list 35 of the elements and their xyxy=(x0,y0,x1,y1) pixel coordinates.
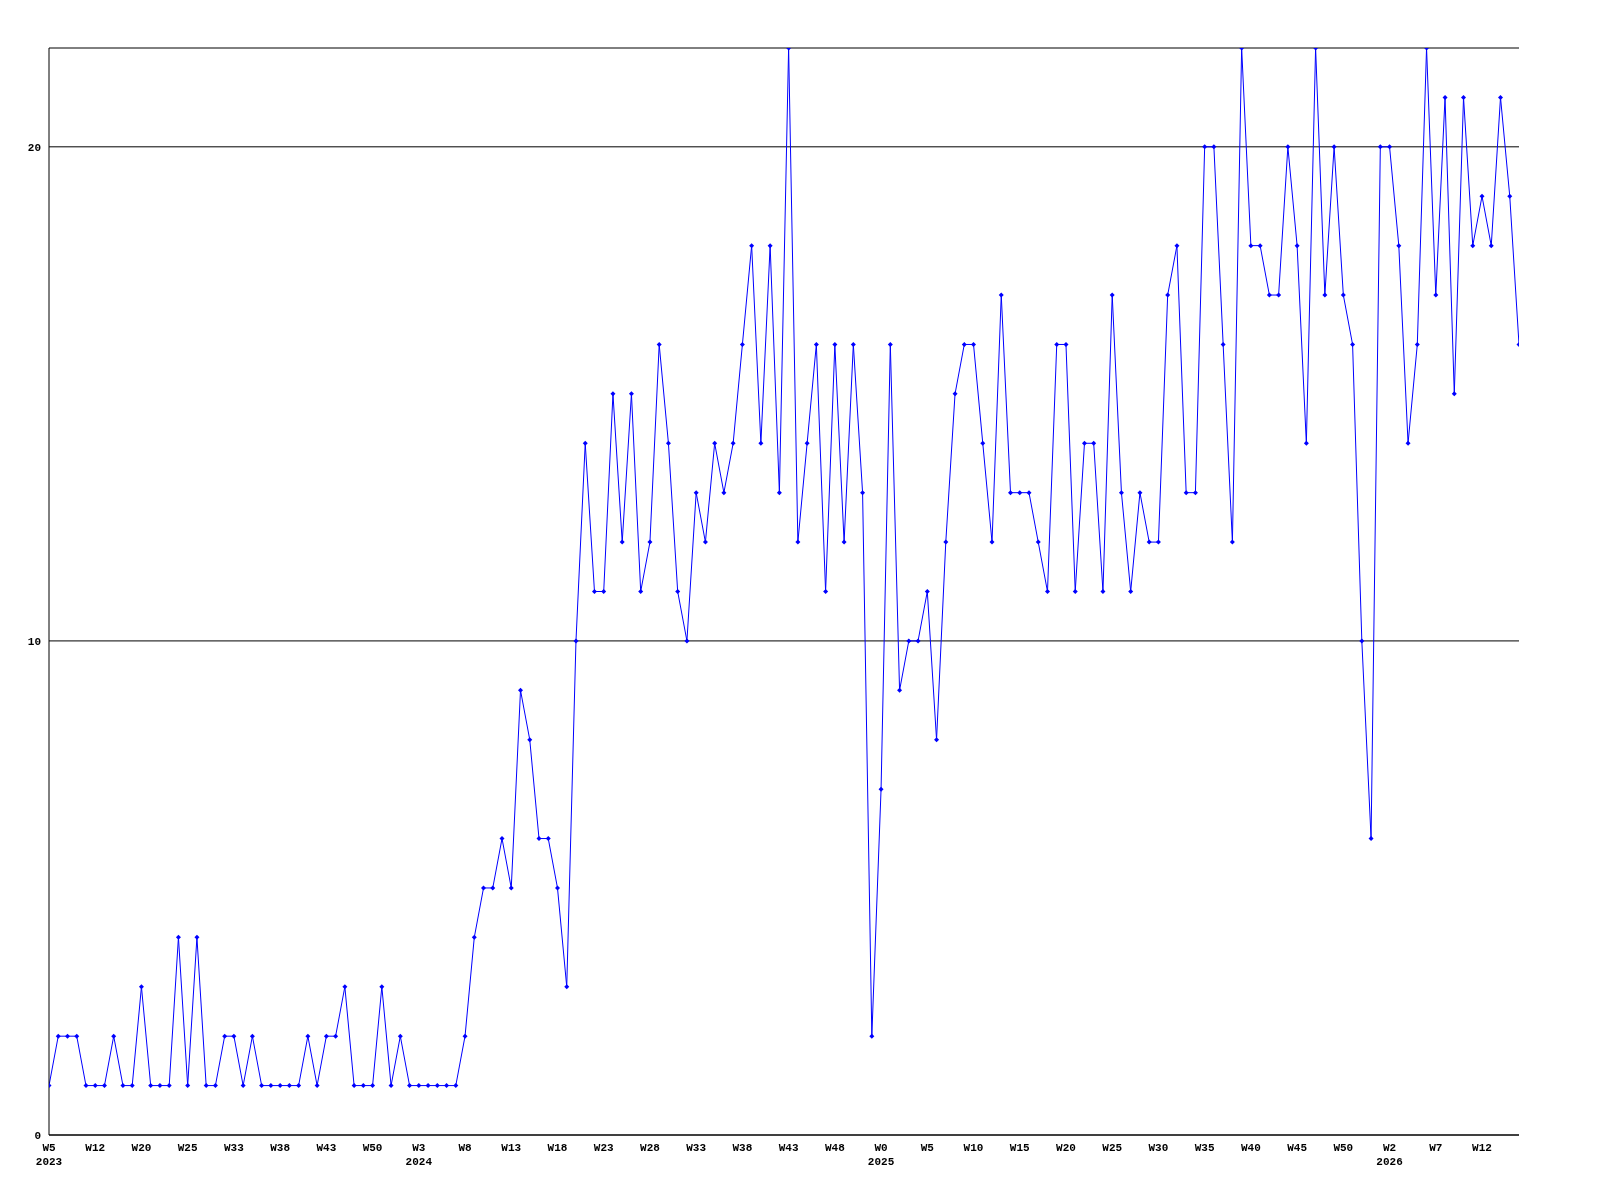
x-tick-label: W23 xyxy=(593,1142,615,1154)
x-tick-label: W15 xyxy=(1009,1142,1031,1154)
x-tick-label: W38 xyxy=(270,1142,291,1154)
x-tick-label: W12 xyxy=(1472,1142,1492,1154)
x-tick-label: W5 xyxy=(920,1142,935,1154)
x-tick-label: W28 xyxy=(640,1142,661,1154)
x-tick-label: W50 xyxy=(1333,1142,1354,1154)
x-tick-label: W25 xyxy=(1102,1142,1123,1154)
x-tick-label: W38 xyxy=(732,1142,753,1154)
y-tick-label: 20 xyxy=(27,141,41,154)
x-tick-label: W50 xyxy=(362,1142,383,1154)
x-tick-label: W3 2024 xyxy=(405,1142,433,1168)
x-tick-label: W2 2026 xyxy=(1376,1142,1403,1168)
x-tick-label: W35 xyxy=(1194,1142,1215,1154)
x-tick-label: W18 xyxy=(547,1142,568,1154)
y-tick-label: 0 xyxy=(34,1129,41,1142)
x-tick-label: W12 xyxy=(85,1142,106,1154)
x-tick-label: W30 xyxy=(1148,1142,1169,1154)
x-tick-label: W43 xyxy=(316,1142,337,1154)
x-tick-label: W25 xyxy=(177,1142,198,1154)
x-tick-label: W40 xyxy=(1240,1142,1261,1154)
x-tick-label: W45 xyxy=(1287,1142,1308,1154)
x-tick-label: W0 2025 xyxy=(867,1142,895,1168)
x-tick-label: W43 xyxy=(778,1142,799,1154)
x-tick-label: W48 xyxy=(824,1142,846,1154)
x-tick-label: W33 xyxy=(224,1142,245,1154)
y-tick-label: 10 xyxy=(27,635,41,648)
x-tick-label: W10 xyxy=(963,1142,984,1154)
x-tick-label: W20 xyxy=(131,1142,152,1154)
x-tick-label: W5 2023 xyxy=(35,1142,63,1168)
x-tick-label: W8 xyxy=(458,1142,473,1154)
x-tick-label: W33 xyxy=(686,1142,707,1154)
x-tick-label: W7 xyxy=(1429,1142,1443,1154)
x-tick-label: W20 xyxy=(1056,1142,1076,1154)
x-tick-label: W13 xyxy=(501,1142,522,1154)
